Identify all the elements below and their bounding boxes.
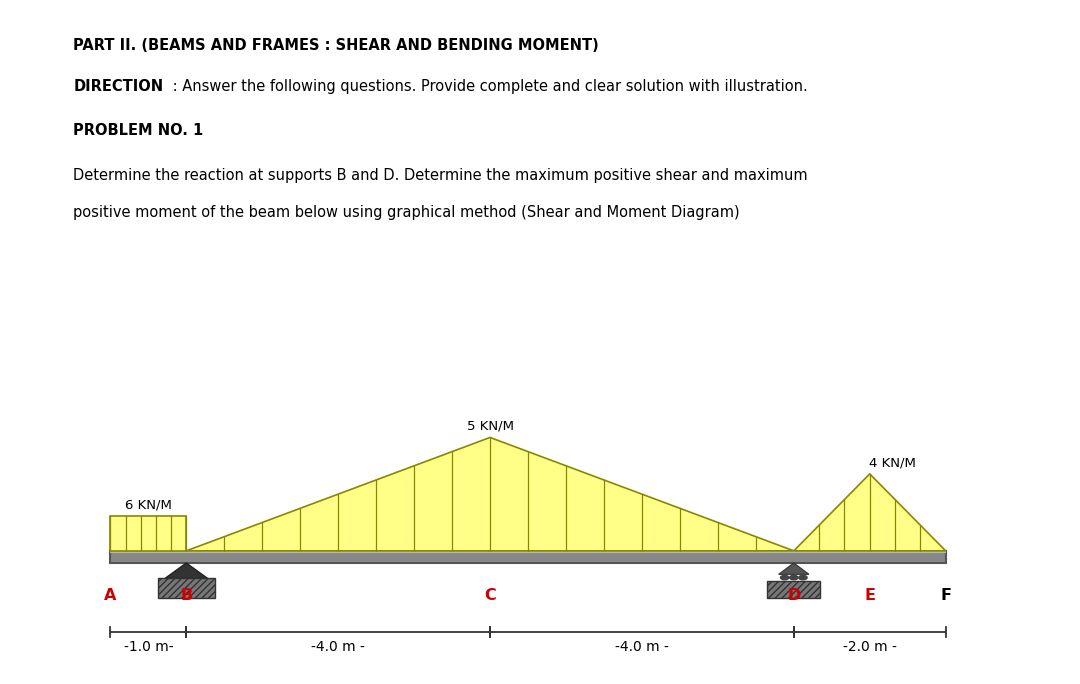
Text: D: D [787, 588, 800, 603]
Circle shape [789, 575, 798, 580]
Text: Determine the reaction at supports B and D. Determine the maximum positive shear: Determine the reaction at supports B and… [73, 168, 808, 183]
Text: 6 KN/M: 6 KN/M [125, 499, 172, 512]
Text: -2.0 m -: -2.0 m - [842, 640, 896, 654]
Polygon shape [779, 563, 809, 575]
Text: C: C [484, 588, 496, 603]
Text: F: F [941, 588, 951, 603]
Bar [767, 581, 821, 598]
Bar [158, 579, 215, 598]
Bar [767, 581, 821, 598]
Text: positive moment of the beam below using graphical method (Shear and Moment Diagr: positive moment of the beam below using … [73, 205, 740, 220]
Text: : Answer the following questions. Provide complete and clear solution with illus: : Answer the following questions. Provid… [168, 79, 808, 94]
Polygon shape [187, 438, 794, 551]
Text: -1.0 m-: -1.0 m- [123, 640, 173, 654]
Polygon shape [794, 474, 946, 551]
Text: -4.0 m -: -4.0 m - [615, 640, 669, 654]
Text: B: B [180, 588, 192, 603]
Circle shape [781, 575, 788, 580]
Text: A: A [104, 588, 117, 603]
Circle shape [799, 575, 807, 580]
Bar [110, 551, 946, 553]
Text: PROBLEM NO. 1: PROBLEM NO. 1 [73, 123, 204, 138]
Text: PART II. (BEAMS AND FRAMES : SHEAR AND BENDING MOMENT): PART II. (BEAMS AND FRAMES : SHEAR AND B… [73, 38, 599, 53]
Text: 4 KN/M: 4 KN/M [869, 456, 916, 469]
Polygon shape [165, 563, 207, 579]
Text: E: E [864, 588, 875, 603]
Text: DIRECTION: DIRECTION [73, 79, 163, 94]
Text: 5 KN/M: 5 KN/M [467, 419, 514, 432]
Text: -4.0 m -: -4.0 m - [311, 640, 365, 654]
Bar [110, 516, 187, 551]
Bar [110, 551, 946, 563]
Bar [158, 579, 215, 598]
